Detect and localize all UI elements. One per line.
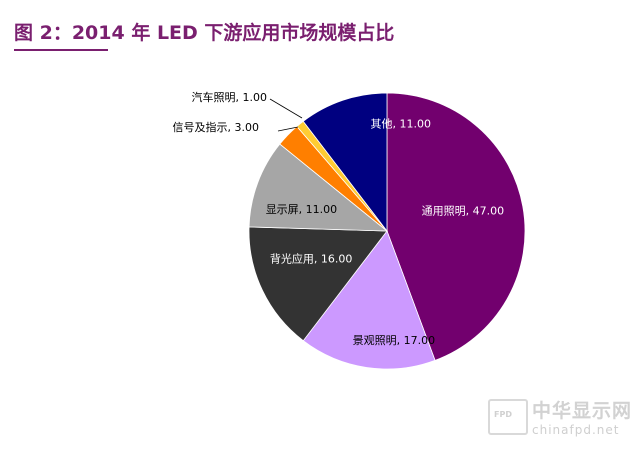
watermark-url: chinafpd.net [532,423,620,437]
pie-slice [386,92,526,361]
slice-label: 信号及指示, 3.00 [173,120,260,134]
watermark-name: 中华显示网 [532,400,633,422]
pie-slices [248,92,526,370]
pie-labels: 通用照明, 47.00 景观照明, 17.00 背光应用, 16.00 显示屏, 11… [173,90,505,347]
slice-label: 显示屏, 11.00 [266,203,337,216]
pie-slice [248,143,389,232]
title-underline [14,49,108,51]
slice-label: 通用照明, 47.00 [422,204,504,217]
leader-line [269,98,303,119]
monitor-icon: FPD [488,399,528,435]
pie-slice [302,230,436,370]
slice-label: 汽车照明, 1.00 [192,90,268,104]
slice-label: 背光应用, 16.00 [270,252,352,266]
leader-line [277,126,299,132]
pie-slice [302,92,388,233]
watermark-logo: FPD 中华显示网 chinafpd.net [488,395,634,445]
chart-title: 图 2：2014 年 LED 下游应用市场规模占比 [14,22,395,44]
watermark-badge: FPD [494,410,512,419]
pie-slice [248,226,388,342]
slice-label: 其他, 11.00 [371,118,431,131]
slice-label: 景观照明, 17.00 [353,334,435,347]
